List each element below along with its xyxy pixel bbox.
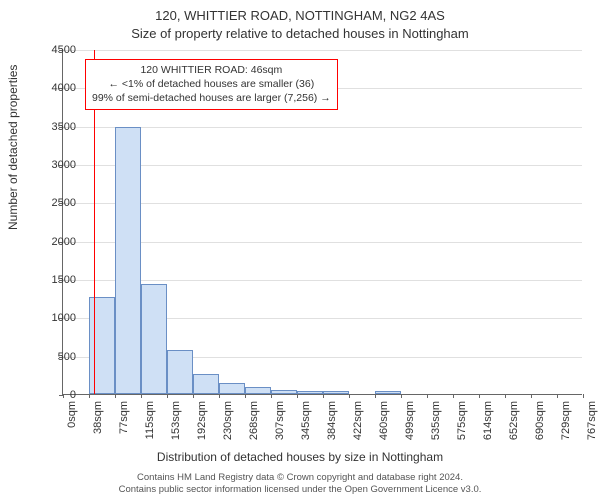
x-tick-label: 422sqm — [352, 401, 364, 441]
x-tick-label: 575sqm — [456, 401, 468, 441]
annotation-box: 120 WHITTIER ROAD: 46sqm← <1% of detache… — [85, 59, 338, 110]
histogram-bar — [219, 383, 245, 395]
x-tick-label: 307sqm — [274, 401, 286, 441]
histogram-bar — [193, 374, 219, 394]
x-tick-mark — [557, 394, 558, 398]
x-tick-label: 652sqm — [508, 401, 520, 441]
x-tick-label: 460sqm — [378, 401, 390, 441]
histogram-bar — [115, 127, 141, 394]
x-tick-mark — [531, 394, 532, 398]
x-tick-mark — [583, 394, 584, 398]
y-axis-label: Number of detached properties — [6, 65, 20, 230]
histogram-bar — [245, 387, 271, 394]
x-tick-mark — [453, 394, 454, 398]
gridline — [63, 127, 582, 128]
chart-subtitle: Size of property relative to detached ho… — [0, 26, 600, 41]
y-tick-label: 4000 — [26, 83, 76, 93]
y-tick-label: 4500 — [26, 45, 76, 55]
x-axis-label: Distribution of detached houses by size … — [0, 450, 600, 464]
x-tick-label: 230sqm — [222, 401, 234, 441]
x-tick-label: 192sqm — [196, 401, 208, 441]
x-tick-mark — [505, 394, 506, 398]
y-tick-label: 500 — [26, 352, 76, 362]
attribution-line-2: Contains public sector information licen… — [119, 484, 482, 495]
x-tick-label: 268sqm — [248, 401, 260, 441]
x-tick-label: 690sqm — [534, 401, 546, 441]
x-tick-mark — [349, 394, 350, 398]
x-tick-mark — [427, 394, 428, 398]
x-tick-label: 535sqm — [430, 401, 442, 441]
x-tick-label: 38sqm — [92, 401, 104, 441]
histogram-bar — [271, 390, 297, 394]
histogram-bar — [323, 391, 349, 394]
x-tick-mark — [271, 394, 272, 398]
x-tick-mark — [297, 394, 298, 398]
y-tick-label: 3500 — [26, 122, 76, 132]
gridline — [63, 203, 582, 204]
x-tick-mark — [219, 394, 220, 398]
gridline — [63, 242, 582, 243]
x-tick-label: 499sqm — [404, 401, 416, 441]
x-tick-label: 77sqm — [118, 401, 130, 441]
y-tick-label: 3000 — [26, 160, 76, 170]
x-tick-mark — [89, 394, 90, 398]
chart-title: 120, WHITTIER ROAD, NOTTINGHAM, NG2 4AS — [0, 8, 600, 23]
annotation-line: 99% of semi-detached houses are larger (… — [92, 91, 331, 105]
x-tick-label: 729sqm — [560, 401, 572, 441]
x-tick-label: 384sqm — [326, 401, 338, 441]
x-tick-mark — [245, 394, 246, 398]
histogram-bar — [297, 391, 323, 394]
y-tick-label: 2500 — [26, 198, 76, 208]
attribution-line-1: Contains HM Land Registry data © Crown c… — [137, 472, 463, 483]
x-tick-label: 614sqm — [482, 401, 494, 441]
histogram-bar — [89, 297, 115, 394]
plot-area: 120 WHITTIER ROAD: 46sqm← <1% of detache… — [62, 50, 582, 395]
x-tick-label: 345sqm — [300, 401, 312, 441]
x-tick-mark — [167, 394, 168, 398]
gridline — [63, 50, 582, 51]
annotation-line: ← <1% of detached houses are smaller (36… — [92, 77, 331, 91]
x-tick-label: 767sqm — [586, 401, 598, 441]
annotation-line: 120 WHITTIER ROAD: 46sqm — [92, 63, 331, 77]
x-tick-mark — [193, 394, 194, 398]
y-tick-label: 1500 — [26, 275, 76, 285]
chart-container: 120, WHITTIER ROAD, NOTTINGHAM, NG2 4AS … — [0, 0, 600, 500]
x-tick-mark — [375, 394, 376, 398]
x-tick-mark — [323, 394, 324, 398]
x-tick-mark — [401, 394, 402, 398]
x-tick-label: 0sqm — [66, 401, 78, 441]
y-tick-label: 0 — [26, 390, 76, 400]
y-tick-label: 2000 — [26, 237, 76, 247]
histogram-bar — [375, 391, 401, 394]
attribution-text: Contains HM Land Registry data © Crown c… — [0, 472, 600, 496]
x-tick-mark — [141, 394, 142, 398]
x-tick-mark — [115, 394, 116, 398]
histogram-bar — [167, 350, 193, 394]
gridline — [63, 165, 582, 166]
x-tick-mark — [479, 394, 480, 398]
histogram-bar — [141, 284, 167, 394]
x-tick-label: 115sqm — [144, 401, 156, 441]
x-tick-label: 153sqm — [170, 401, 182, 441]
y-tick-label: 1000 — [26, 313, 76, 323]
gridline — [63, 280, 582, 281]
